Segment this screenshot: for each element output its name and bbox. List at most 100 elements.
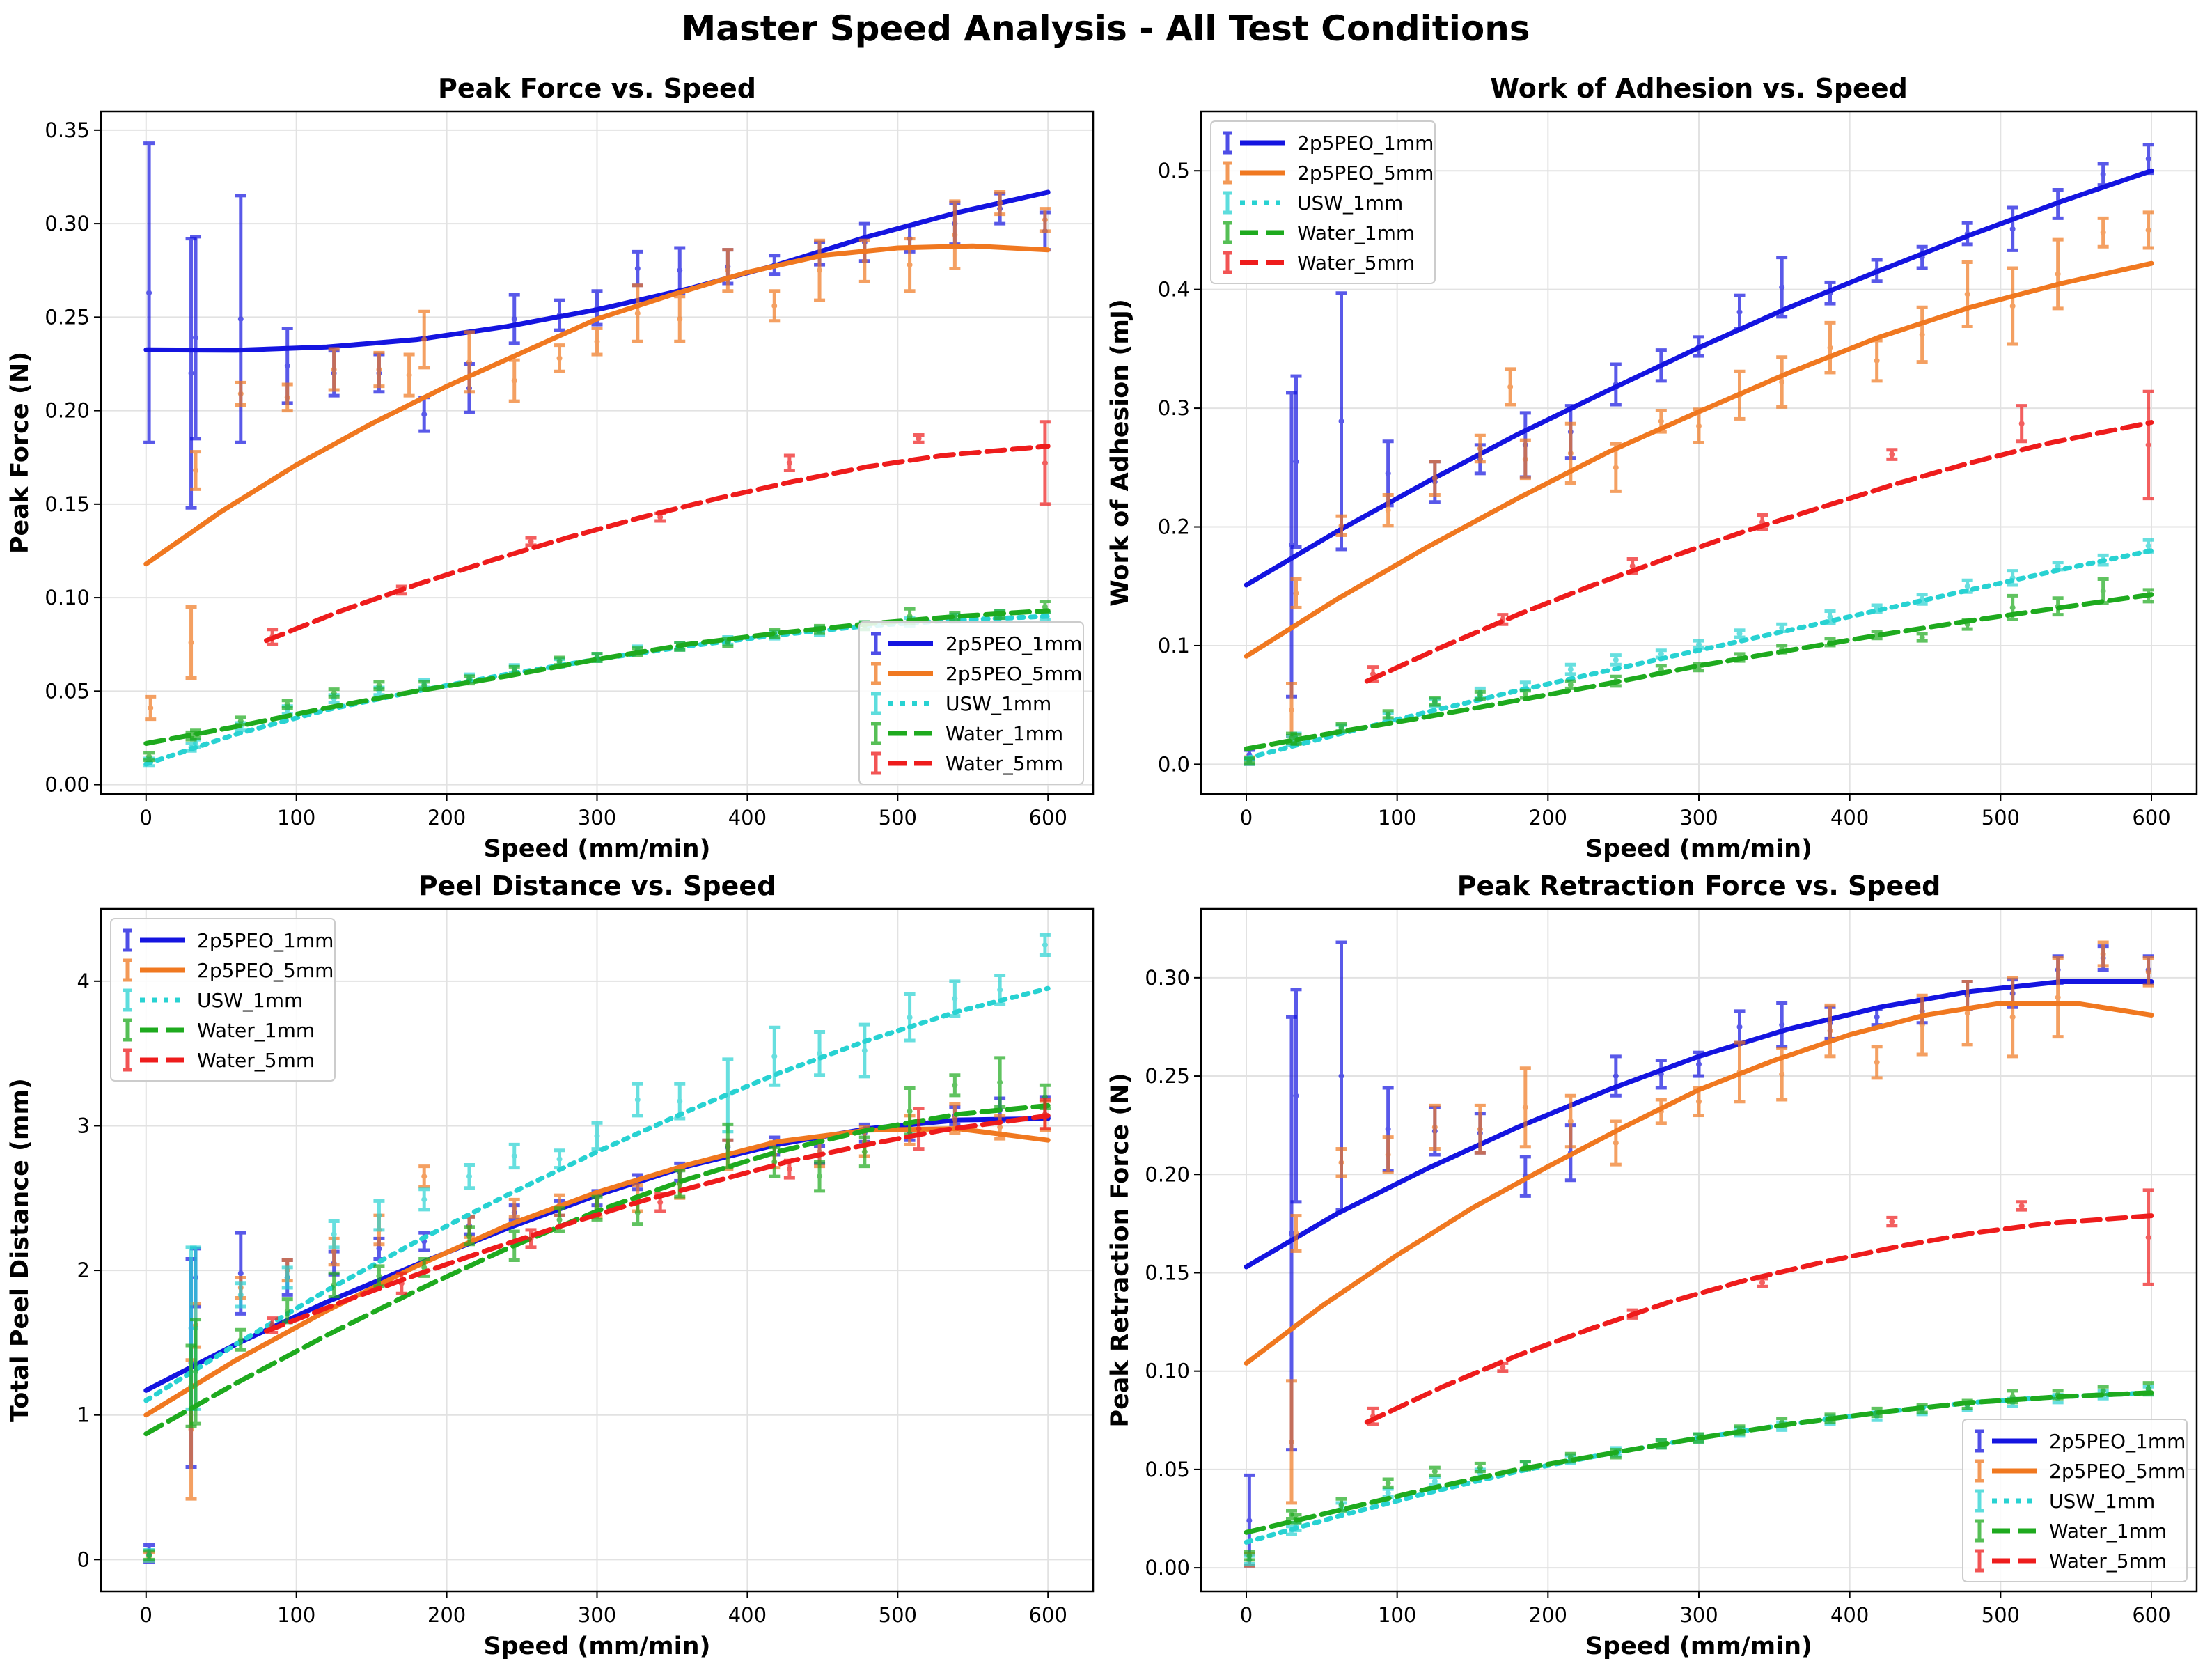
legend-errorbar-glyph (1975, 1519, 1984, 1543)
x-tick-label: 300 (578, 1603, 616, 1627)
data-point-marker (817, 1174, 823, 1180)
y-axis-label: Work of Adhesion (mJ) (1106, 299, 1134, 607)
data-point-marker (725, 267, 731, 274)
data-point-marker (1431, 1478, 1438, 1484)
legend-label: Water_1mm (197, 1019, 315, 1042)
data-point-marker (2145, 156, 2151, 162)
y-tick-label: 0.25 (45, 305, 90, 329)
axes-frame (1200, 907, 2198, 1593)
data-point-marker (331, 1231, 337, 1238)
data-point-marker (786, 1166, 792, 1172)
data-point-errorbar (508, 1197, 520, 1219)
legend-errorbar-glyph (1975, 1489, 1984, 1513)
data-point-marker (1827, 345, 1833, 351)
data-point-marker (193, 1369, 199, 1375)
legend-errorbar-glyph (1975, 1549, 1984, 1573)
data-point-errorbar (2052, 956, 2064, 1039)
data-point-marker (677, 1098, 683, 1105)
data-point-marker (1964, 291, 1970, 297)
fit-line-Water_1mm (1244, 1390, 2154, 1535)
x-tick-label: 600 (1029, 806, 1067, 829)
data-point-marker (2009, 605, 2016, 611)
data-point-errorbar (1564, 1451, 1576, 1464)
data-point-marker (1613, 657, 1619, 663)
data-point-errorbar (1961, 260, 1973, 328)
data-point-marker (1874, 1059, 1880, 1066)
data-point-errorbar (1776, 355, 1788, 409)
data-point-errorbar (143, 1549, 155, 1561)
y-tick-label: 0.3 (1158, 396, 1190, 420)
series-Water_5mm (1364, 389, 2154, 684)
data-point-errorbar (632, 1082, 643, 1118)
panel-peak-retraction-force: 0 100 200 300 400 500 600 0.00 0.05 0.10 0.15 0.20 0… (1106, 871, 2198, 1660)
legend-label: 2p5PEO_1mm (1297, 132, 1434, 155)
data-point-errorbar (1824, 1003, 1836, 1059)
data-point-errorbar (1734, 293, 1746, 331)
data-point-errorbar (1961, 979, 1973, 1047)
fit-line-2p5PEO_5mm (1244, 1001, 2154, 1366)
data-point-marker (1522, 1105, 1528, 1111)
data-point-marker (2145, 442, 2151, 448)
y-axis-label: Total Peel Distance (mm) (6, 1078, 34, 1422)
data-point-marker (1964, 1010, 1970, 1016)
data-point-errorbar (814, 1160, 826, 1193)
data-point-errorbar (235, 380, 246, 407)
data-point-errorbar (281, 382, 293, 413)
data-point-marker (511, 1153, 517, 1160)
axes-frame (100, 110, 1095, 795)
data-point-marker (1567, 1119, 1574, 1125)
data-point-errorbar (463, 1163, 475, 1190)
data-point-marker (1736, 1024, 1743, 1030)
y-tick-label: 0.30 (1145, 966, 1190, 990)
series-2p5PEO_5mm (1244, 210, 2154, 766)
data-point-marker (237, 316, 244, 322)
data-point-marker (421, 336, 428, 343)
data-point-errorbar (1429, 1475, 1441, 1487)
data-point-errorbar (145, 694, 157, 722)
legend-errorbar-glyph (871, 722, 881, 745)
data-point-errorbar (858, 238, 870, 283)
data-point-marker (1246, 758, 1253, 764)
data-point-marker (1779, 284, 1785, 290)
y-tick-label: 0.15 (1145, 1261, 1190, 1284)
data-point-errorbar (373, 680, 385, 692)
data-point-marker (817, 1050, 823, 1057)
x-tick-label: 600 (2132, 1603, 2170, 1627)
data-point-errorbar (769, 289, 781, 323)
data-point-marker (2100, 1387, 2106, 1394)
data-point-errorbar (949, 199, 961, 271)
legend-errorbar-glyph (871, 751, 881, 775)
legend-box (1210, 120, 1436, 284)
data-point-marker (1919, 332, 1925, 338)
legend-box (110, 918, 336, 1082)
fit-line-Water_1mm (1244, 592, 2154, 751)
data-point-errorbar (994, 189, 1006, 217)
legend-label: Water_1mm (2049, 1520, 2167, 1543)
data-point-errorbar (328, 1271, 340, 1298)
data-point-errorbar (994, 1056, 1006, 1109)
data-point-errorbar (1519, 1066, 1531, 1149)
data-point-marker (861, 258, 868, 264)
data-point-errorbar (1564, 662, 1576, 676)
data-point-errorbar (2007, 266, 2018, 346)
data-point-marker (237, 1292, 244, 1298)
data-point-errorbar (1474, 689, 1486, 701)
data-point-marker (916, 435, 922, 442)
x-axis-label: Speed (mm/min) (1585, 835, 1812, 863)
data-point-marker (907, 1108, 913, 1114)
data-point-marker (1827, 1028, 1833, 1034)
fit-line-2p5PEO_5mm (143, 1126, 1051, 1418)
data-point-marker (1477, 692, 1483, 699)
legend-errorbar-glyph (1223, 221, 1232, 244)
data-point-marker (376, 683, 382, 689)
y-tick-label: 0.05 (45, 679, 90, 703)
data-point-errorbar (525, 1228, 537, 1249)
data-point-marker (2009, 303, 2016, 309)
y-tick-label: 0.00 (1145, 1556, 1190, 1580)
data-point-errorbar (1290, 1214, 1302, 1253)
data-point-errorbar (373, 1199, 385, 1232)
data-point-errorbar (2142, 1188, 2154, 1286)
data-point-marker (284, 1308, 290, 1314)
legend-errorbar-glyph (1223, 131, 1232, 155)
y-tick-label: 0.10 (1145, 1359, 1190, 1383)
